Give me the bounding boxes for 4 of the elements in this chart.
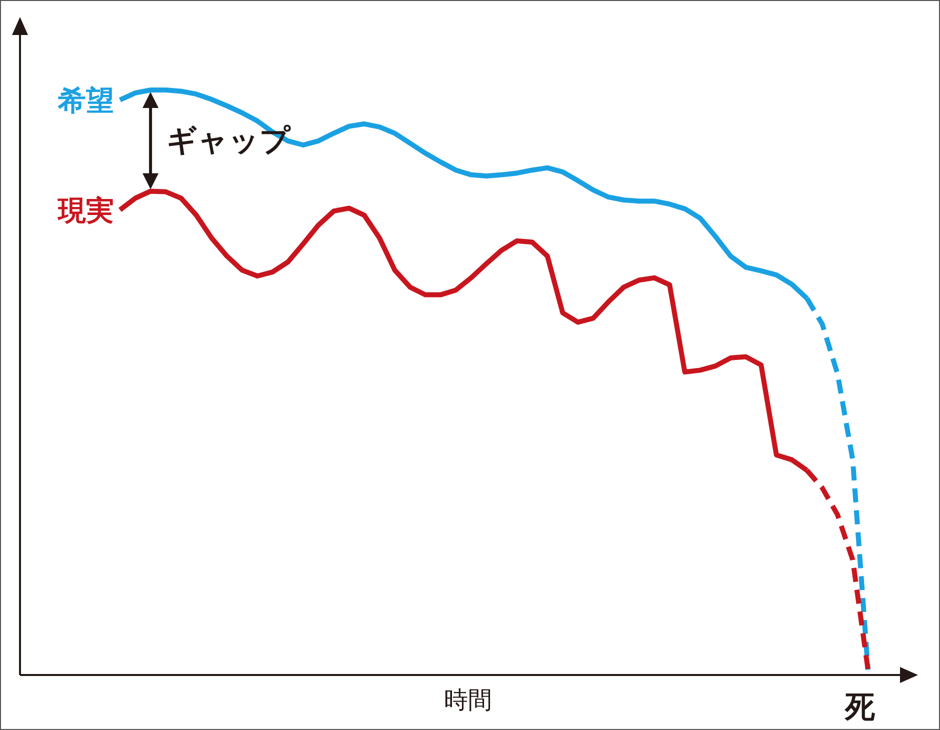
series-label: 現実	[57, 194, 114, 227]
text: 死	[844, 690, 876, 725]
x-axis-title: 時間	[444, 686, 492, 714]
series-label: 希望	[57, 84, 114, 117]
